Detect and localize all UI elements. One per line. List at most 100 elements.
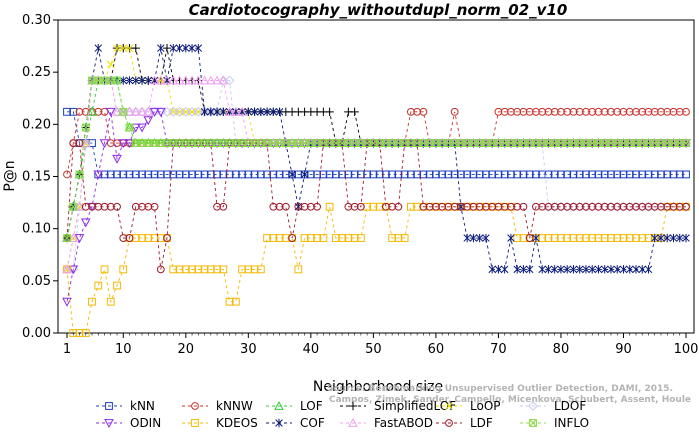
data-point-inflo [588, 139, 596, 147]
data-point-loop [125, 44, 134, 52]
data-point-inflo [657, 139, 665, 147]
data-point-odin [74, 234, 85, 244]
data-point-ldf [275, 202, 284, 211]
data-point-inflo [513, 139, 522, 148]
data-point-inflo [300, 139, 309, 147]
data-point-cof [463, 233, 471, 243]
data-point-inflo [663, 139, 671, 147]
legend-label-odin: ODIN [130, 416, 161, 430]
data-point-knn [569, 170, 578, 179]
legend-item-fastabod: FastABOD [340, 416, 433, 430]
data-point-knnw [657, 107, 665, 116]
data-point-simplifiedlof [162, 43, 172, 53]
data-point-kdeos [144, 234, 153, 242]
data-point-inflo [544, 139, 553, 147]
data-point-knnw [644, 107, 653, 116]
data-point-kdeos [181, 265, 190, 274]
data-point-kdeos [81, 329, 90, 337]
data-point-cof [475, 233, 484, 243]
data-point-knnw [525, 107, 534, 116]
data-point-inflo [188, 139, 196, 147]
data-point-knn [519, 170, 528, 179]
data-point-kdeos [206, 265, 215, 274]
data-point-ldf [219, 202, 228, 211]
data-point-ldf [313, 202, 322, 211]
data-point-cof [513, 265, 521, 274]
data-point-inflo [313, 139, 321, 147]
data-point-inflo [125, 123, 134, 132]
data-point-inflo [350, 139, 359, 148]
x-tick-label: 10 [115, 342, 132, 357]
data-point-inflo [594, 139, 603, 147]
data-point-ldf [488, 202, 497, 211]
data-point-kdeos [138, 234, 146, 242]
data-point-cof [263, 107, 271, 117]
data-point-knnw [613, 107, 622, 116]
data-point-knn [156, 170, 165, 179]
series-inflo [63, 76, 690, 242]
data-point-inflo [331, 139, 340, 148]
legend-marker-lof [274, 400, 284, 410]
data-point-ldf [388, 202, 397, 211]
data-point-inflo [507, 139, 515, 147]
data-point-inflo [81, 123, 90, 132]
data-point-knn [607, 170, 615, 179]
data-point-knnw [507, 107, 515, 116]
data-point-fastabod [193, 75, 204, 85]
data-point-knnw [675, 107, 684, 116]
data-point-knn [625, 170, 634, 179]
data-point-inflo [644, 139, 653, 148]
data-point-knn [275, 170, 284, 179]
data-point-inflo [169, 139, 178, 147]
data-point-loop [107, 60, 115, 69]
data-point-inflo [88, 76, 96, 85]
data-point-cof [157, 43, 165, 53]
data-point-inflo [682, 139, 690, 148]
data-point-ldf [381, 202, 390, 211]
data-point-kdeos [350, 234, 359, 242]
data-point-cof [207, 107, 215, 117]
data-point-inflo [675, 139, 684, 148]
data-point-kdeos [300, 234, 309, 242]
data-point-cof [569, 265, 578, 274]
data-point-inflo [144, 139, 153, 147]
data-point-inflo [444, 139, 453, 148]
data-point-knnw [569, 107, 578, 116]
data-point-inflo [288, 139, 296, 147]
data-point-cof [194, 43, 203, 53]
data-point-kdeos [563, 234, 572, 242]
y-tick-label: 0.25 [22, 65, 51, 80]
y-axis: 0.00 0.05 0.10 0.15 0.20 0.25 0.30 [22, 13, 58, 341]
data-point-inflo [582, 139, 590, 148]
data-point-fastabod [162, 75, 172, 85]
data-point-ldf [119, 234, 128, 242]
data-point-knn [131, 170, 140, 179]
data-point-kdeos [538, 234, 547, 242]
data-point-knn [338, 170, 347, 179]
data-point-knn [463, 170, 472, 179]
data-point-cof [519, 265, 528, 274]
data-point-knn [632, 170, 640, 179]
data-point-odin [143, 116, 154, 126]
data-point-inflo [175, 139, 184, 147]
data-point-kdeos [331, 234, 340, 242]
data-point-inflo [425, 139, 434, 147]
data-point-odin [105, 107, 116, 117]
data-point-knn [113, 170, 121, 179]
data-point-inflo [613, 139, 622, 148]
data-point-inflo [669, 139, 678, 147]
data-point-lof [87, 106, 97, 116]
data-point-inflo [106, 76, 115, 85]
data-point-inflo [281, 139, 290, 148]
data-point-kdeos [194, 265, 203, 274]
data-point-ldf [644, 202, 653, 211]
data-point-inflo [600, 139, 609, 147]
data-point-fastabod [174, 75, 185, 85]
series-line-inflo [66, 80, 686, 239]
data-point-inflo [369, 139, 378, 148]
data-point-inflo [400, 139, 409, 147]
data-point-kdeos [594, 234, 603, 242]
data-point-knnw [500, 107, 509, 116]
x-axis-label: Neighborhood size [313, 379, 443, 395]
